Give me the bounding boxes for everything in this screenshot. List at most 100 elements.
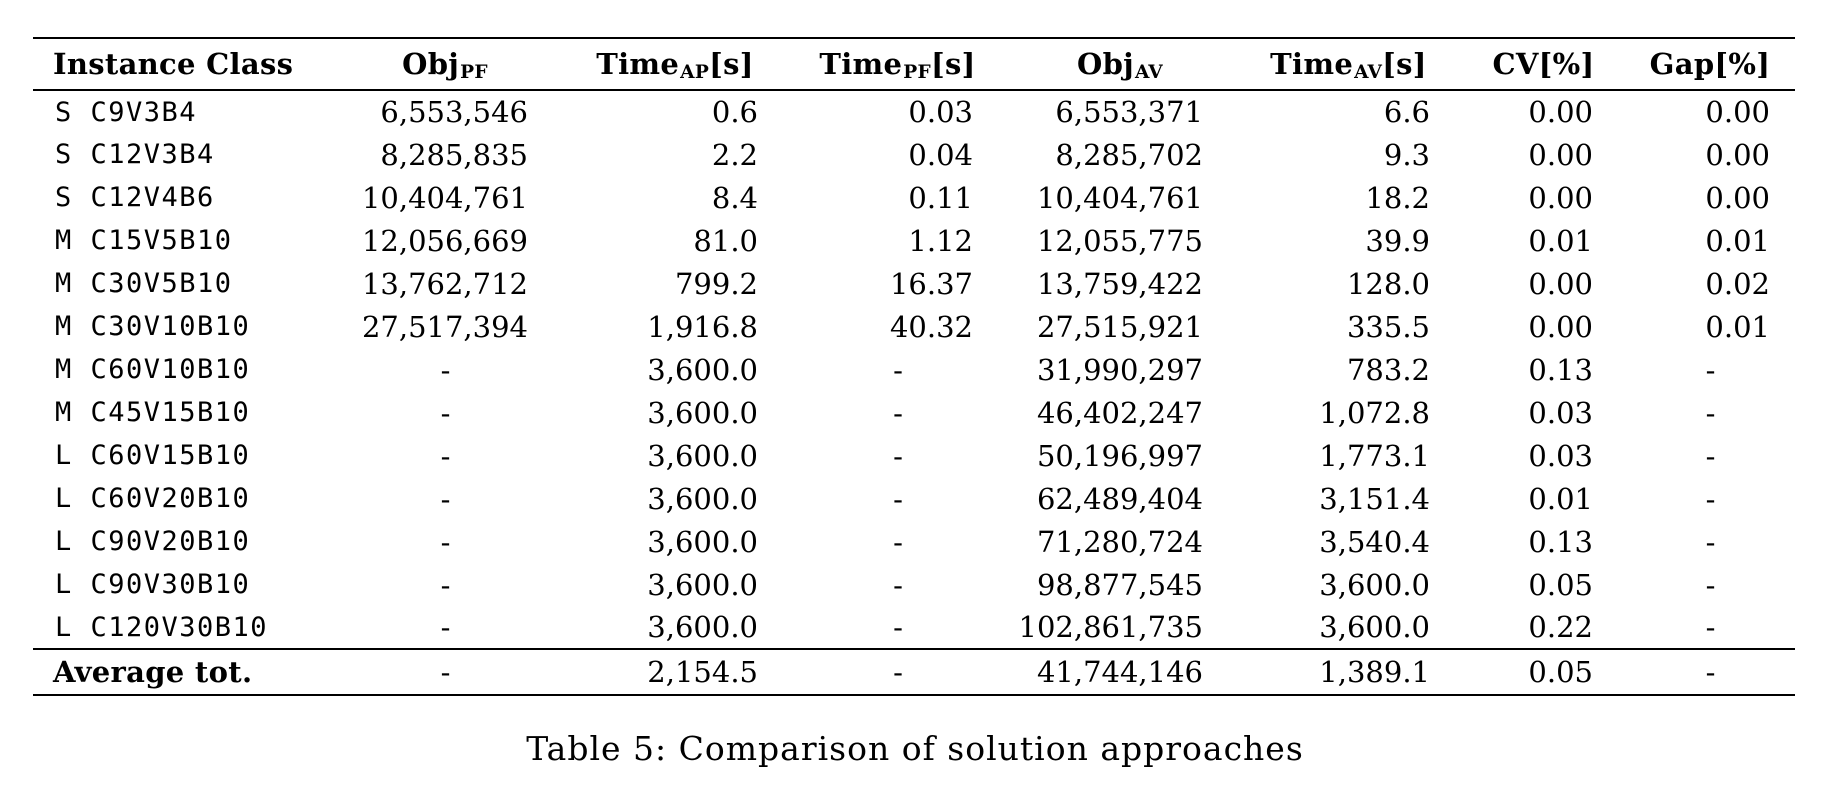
cell-time_pf: 0.11: [908, 180, 973, 215]
cell-time_av: 1,072.8: [1319, 395, 1430, 430]
cell-time_av: 783.2: [1346, 352, 1430, 387]
col-header-label: Gap: [1649, 47, 1715, 81]
cell-cv: 0.13: [1528, 352, 1593, 387]
cell-time_ap: 81.0: [693, 223, 758, 258]
col-header-cv: CV[%]: [1462, 38, 1625, 91]
cell-time_pf: 16.37: [889, 266, 973, 301]
cell-time_pf: -: [893, 438, 903, 473]
cell-time_ap: 8.4: [711, 180, 758, 215]
average-cv: 0.05: [1462, 648, 1625, 695]
cell-time_ap: 1,916.8: [647, 309, 758, 344]
cell-cv: 0.00: [1528, 180, 1593, 215]
col-header-label: Instance Class: [53, 47, 294, 81]
instance-cell: L C60V20B10: [55, 483, 251, 514]
table-row: S C9V3B4 6,553,546 0.6 0.03 6,553,371 6.6 0.00…: [33, 90, 1795, 133]
cell-time_av: 6.6: [1383, 95, 1430, 129]
col-header-label: Obj: [1077, 47, 1134, 81]
col-header-suffix: [s]: [930, 47, 976, 81]
cell-obj_pf: -: [440, 395, 451, 430]
col-header-label: Time: [819, 47, 903, 81]
average-time_av: 1,389.1: [1235, 648, 1462, 695]
cell-cv: 0.22: [1528, 610, 1593, 644]
cell-time_av: 3,540.4: [1319, 524, 1430, 559]
cell-time_av: 39.9: [1365, 223, 1430, 258]
table-row: M C30V5B10 13,762,712 799.2 16.37 13,759,422…: [33, 262, 1795, 305]
cell-obj_av: 46,402,247: [1036, 395, 1203, 430]
cell-gap: 0.01: [1705, 223, 1770, 258]
cell-obj_av: 13,759,422: [1036, 266, 1203, 301]
cell-obj_pf: -: [440, 610, 451, 644]
col-header-label: CV: [1492, 47, 1539, 81]
instance-cell: M C60V10B10: [55, 354, 251, 385]
instance-cell: M C45V15B10: [55, 397, 251, 428]
table-caption: Table 5: Comparison of solution approach…: [526, 729, 1304, 768]
instance-cell: L C90V20B10: [55, 526, 251, 557]
col-header-label: Time: [596, 47, 680, 81]
cell-obj_pf: -: [440, 438, 451, 473]
cell-cv: 0.00: [1528, 95, 1593, 129]
cell-obj_av: 31,990,297: [1036, 352, 1203, 387]
cell-time_av: 9.3: [1383, 137, 1430, 172]
cell-obj_av: 10,404,761: [1036, 180, 1203, 215]
cell-cv: 0.00: [1528, 309, 1593, 344]
cell-obj_pf: -: [440, 352, 451, 387]
cell-time_av: 3,600.0: [1319, 567, 1430, 602]
cell-time_pf: 40.32: [889, 309, 973, 344]
cell-obj_pf: -: [440, 524, 451, 559]
instance-cell: S C9V3B4: [55, 96, 198, 128]
cell-gap: -: [1705, 524, 1716, 559]
cell-gap: 0.02: [1705, 266, 1770, 301]
cell-obj_pf: 10,404,761: [361, 180, 528, 215]
col-header-obj_pf: ObjPF: [330, 38, 560, 91]
col-header-time_pf: TimePF[s]: [790, 38, 1005, 91]
col-header-label: Time: [1270, 47, 1354, 81]
average-time_ap: 2,154.5: [560, 648, 790, 695]
table-row: M C45V15B10 - 3,600.0 - 46,402,247 1,072.8 0.0…: [33, 391, 1795, 434]
cell-gap: -: [1705, 610, 1716, 644]
cell-time_pf: -: [893, 395, 903, 430]
cell-obj_av: 27,515,921: [1036, 309, 1203, 344]
cell-cv: 0.00: [1528, 266, 1593, 301]
instance-cell: M C15V5B10: [55, 225, 233, 256]
average-label: Average tot.: [33, 648, 330, 695]
col-header-subscript: PF: [903, 62, 931, 84]
cell-time_ap: 3,600.0: [647, 438, 758, 473]
table-row: L C60V15B10 - 3,600.0 - 50,196,997 1,773.1 0.0…: [33, 434, 1795, 477]
cell-obj_pf: 6,553,546: [380, 95, 528, 129]
cell-time_av: 1,773.1: [1319, 438, 1430, 473]
table-row: S C12V4B6 10,404,761 8.4 0.11 10,404,761 18.2…: [33, 176, 1795, 219]
cell-time_ap: 2.2: [711, 137, 758, 172]
cell-obj_av: 62,489,404: [1036, 481, 1203, 516]
table-row: L C60V20B10 - 3,600.0 - 62,489,404 3,151.4 0.0…: [33, 477, 1795, 520]
cell-obj_av: 12,055,775: [1036, 223, 1203, 258]
col-header-subscript: AV: [1134, 62, 1163, 84]
cell-gap: 0.00: [1705, 137, 1770, 172]
average-gap: -: [1625, 648, 1795, 695]
cell-gap: -: [1705, 567, 1716, 602]
instance-cell: S C12V3B4: [55, 139, 215, 170]
instance-cell: L C60V15B10: [55, 440, 251, 471]
cell-time_ap: 3,600.0: [647, 352, 758, 387]
cell-obj_pf: 12,056,669: [361, 223, 528, 258]
cell-gap: -: [1705, 395, 1716, 430]
cell-obj_pf: -: [440, 567, 451, 602]
average-obj_pf: -: [330, 648, 560, 695]
cell-time_pf: 0.03: [908, 95, 973, 129]
col-header-suffix: [s]: [1382, 47, 1427, 81]
cell-gap: -: [1705, 438, 1716, 473]
cell-obj_av: 71,280,724: [1036, 524, 1203, 559]
cell-gap: 0.00: [1705, 180, 1770, 215]
table-row: L C90V30B10 - 3,600.0 - 98,877,545 3,600.0 0.0…: [33, 563, 1795, 606]
col-header-suffix: [s]: [709, 47, 754, 81]
cell-obj_pf: 13,762,712: [361, 266, 528, 301]
cell-cv: 0.03: [1528, 438, 1593, 473]
col-header-label: Obj: [402, 47, 460, 81]
instance-cell: L C90V30B10: [55, 569, 251, 600]
cell-cv: 0.01: [1528, 481, 1593, 516]
cell-gap: -: [1705, 481, 1716, 516]
table-row: L C120V30B10 - 3,600.0 - 102,861,735 3,600.0 0…: [33, 606, 1795, 649]
col-header-suffix: [%]: [1714, 47, 1771, 81]
col-header-time_ap: TimeAP[s]: [560, 38, 790, 91]
col-header-time_av: TimeAV[s]: [1235, 38, 1462, 91]
